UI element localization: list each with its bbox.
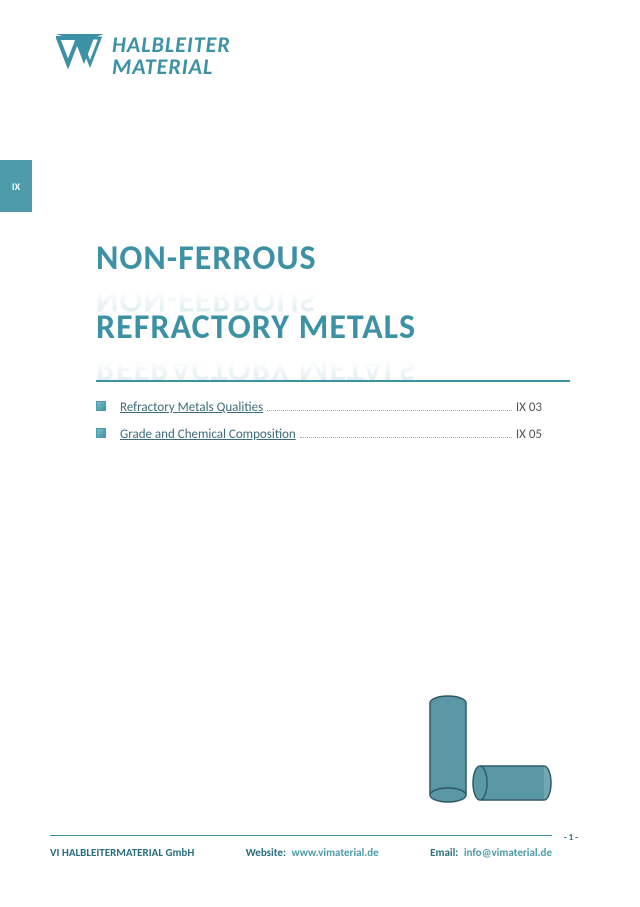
bullet-icon [96,401,106,411]
logo-icon [56,34,104,78]
title-line1: NON-FERROUS NON-FERROUS [96,238,317,279]
footer-website: Website: www.vimaterial.de [246,846,379,859]
footer-email: Email: info@vimaterial.de [430,846,552,859]
toc-label[interactable]: Grade and Chemical Composition [120,427,296,442]
brand-line2: MATERIAL [112,56,231,78]
toc-page: IX 03 [516,400,542,415]
toc-item[interactable]: Grade and Chemical Composition IX 05 [96,425,542,442]
cylinders-illustration [418,691,558,811]
logo-text: HALBLEITER MATERIAL [112,34,231,78]
title-line1-text: NON-FERROUS [96,238,317,279]
title-line2: REFRACTORY METALS REFRACTORY METALS [96,307,416,348]
footer-email-label: Email: [430,846,458,859]
title-line2-reflection: REFRACTORY METALS [96,348,416,389]
footer-email-value[interactable]: info@vimaterial.de [464,846,552,859]
footer-rule [50,835,552,836]
footer-company: VI HALBLEITERMATERIAL GmbH [50,846,194,859]
page-number: - 1 - [564,832,578,843]
table-of-contents: Refractory Metals Qualities IX 03 Grade … [96,398,542,452]
footer-website-label: Website: [246,846,286,859]
title-block: NON-FERROUS NON-FERROUS REFRACTORY METAL… [96,238,570,382]
toc-label[interactable]: Refractory Metals Qualities [120,400,263,415]
toc-leader [300,437,512,438]
section-tab: IX [0,160,32,212]
toc-item[interactable]: Refractory Metals Qualities IX 03 [96,398,542,415]
bullet-icon [96,428,106,438]
toc-page: IX 05 [516,427,542,442]
footer: VI HALBLEITERMATERIAL GmbH Website: www.… [50,846,552,859]
header: HALBLEITER MATERIAL [56,34,231,78]
toc-leader [267,410,512,411]
title-underline [96,380,570,382]
footer-website-value[interactable]: www.vimaterial.de [292,846,379,859]
title-line2-text: REFRACTORY METALS [96,307,416,348]
